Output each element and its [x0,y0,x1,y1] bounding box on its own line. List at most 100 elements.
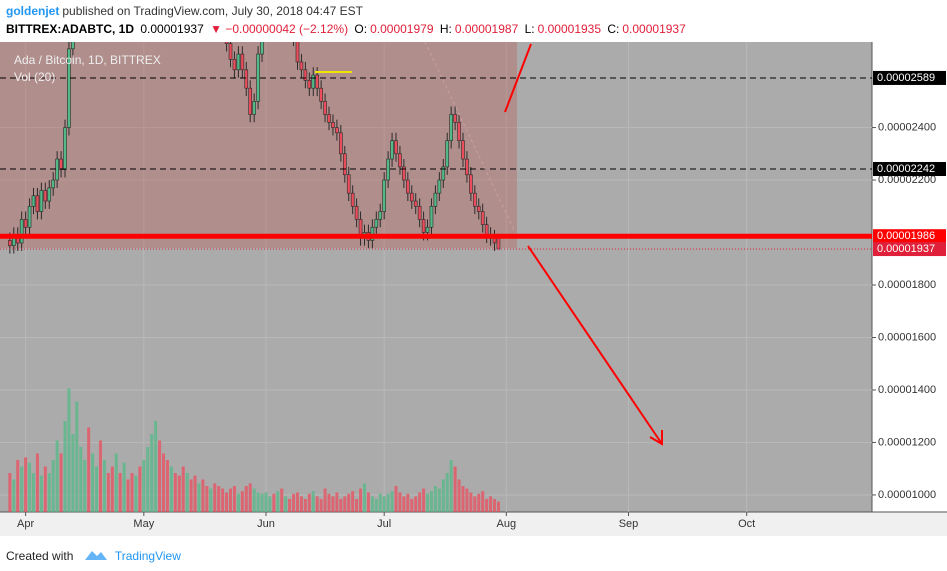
candle-body [406,179,410,194]
volume-bar [311,491,315,512]
volume-bar [197,483,201,512]
ohlc-label: C: [607,22,620,36]
volume-bar [12,479,16,512]
volume-bar [162,453,166,512]
candle-body [409,192,414,202]
volume-bar [177,475,181,512]
volume-bar [39,475,43,512]
volume-bar [150,434,154,512]
volume-bar [496,501,500,512]
ohlc-label: L: [524,22,535,36]
author[interactable]: goldenjet [6,4,60,18]
volume-bar [303,499,307,512]
candle-body [47,187,52,202]
volume-bar [118,473,122,512]
trend-line [424,41,516,233]
y-tick-label: 0.00002200 [878,174,936,186]
published: published on TradingView.com, July 30, 2… [62,4,363,18]
volume-bar [213,483,217,512]
candle-body [276,2,279,18]
candle-body [437,179,442,194]
candle-body [327,114,331,123]
candle-body [476,205,481,212]
candle-body [71,42,75,50]
candle-body [315,74,319,89]
candle-body [248,87,253,115]
candle-body [197,0,200,2]
volume-bar [299,496,303,512]
price-label-box [873,229,946,244]
volume-bar [465,488,469,512]
volume-bar [126,479,130,512]
brand[interactable]: TradingView [114,549,181,563]
volume-bar [130,473,134,512]
volume-bar [189,479,193,512]
volume-bar [295,492,299,512]
candle-body [473,192,477,207]
volume-bar [307,493,311,512]
volume-bar [209,488,213,512]
y-tick-label: 0.00002400 [878,121,936,133]
ohlc-value: 0.00001935 [537,22,602,36]
candle-body [35,195,40,212]
candle-body [264,9,267,22]
volume-bar [264,492,268,512]
footer-text: Created with [6,549,74,563]
volume-bar [292,493,296,512]
candle-body [449,114,453,141]
volume-bar [75,401,79,512]
candle-body [232,59,237,71]
x-tick-label: Jun [257,518,275,530]
volume-bar [378,493,382,512]
volume-bar [248,483,252,512]
volume-bar [205,486,209,512]
volume-bar [473,496,477,512]
candle-body [421,219,426,233]
candle-body [51,179,55,189]
volume-bar [83,460,87,512]
candle-body [354,205,359,220]
candle-body [43,190,48,202]
chart: 0.00002400 0.00002200 0.00001800 0.00001600… [0,0,947,536]
candle-body [244,69,249,89]
candle-body [213,0,216,2]
candle-body [39,190,44,212]
candle-body [441,166,446,181]
volume-bar [394,486,398,512]
ohlc-value: 0.00001979 [370,22,434,36]
candle-body [240,53,245,71]
candle-body [469,174,473,194]
volume-bar [319,499,323,512]
price-label-box [873,242,946,257]
candle-body [390,140,394,160]
volume-bar [276,491,280,512]
volume-bar [55,440,59,512]
candle-body [323,101,327,115]
volume-bar [256,492,260,512]
volume-bar [347,493,351,512]
volume-bar [410,499,414,512]
volume-bar [236,493,240,512]
x-tick-label: Jul [377,518,391,530]
volume-bar [43,466,47,512]
candle-body [67,48,71,128]
volume-bar [406,493,410,512]
volume-bar [390,491,394,512]
candle-body [342,153,347,176]
volume-bar [110,466,114,512]
volume-bar [67,388,71,512]
volume-bar [457,479,461,512]
candle-body [31,195,36,207]
candle-body [272,0,275,17]
volume-bar [138,466,142,512]
volume-bar [146,447,150,512]
volume-bar [91,453,95,512]
candle-body [429,205,434,228]
x-tick-label: Aug [497,518,517,530]
volume-bar [154,421,158,512]
candle-body [19,219,24,244]
volume-bar [382,496,386,512]
arrow-head [649,430,663,446]
candle-body [433,192,438,207]
ohlc-value: 0.00001937 [622,22,686,36]
